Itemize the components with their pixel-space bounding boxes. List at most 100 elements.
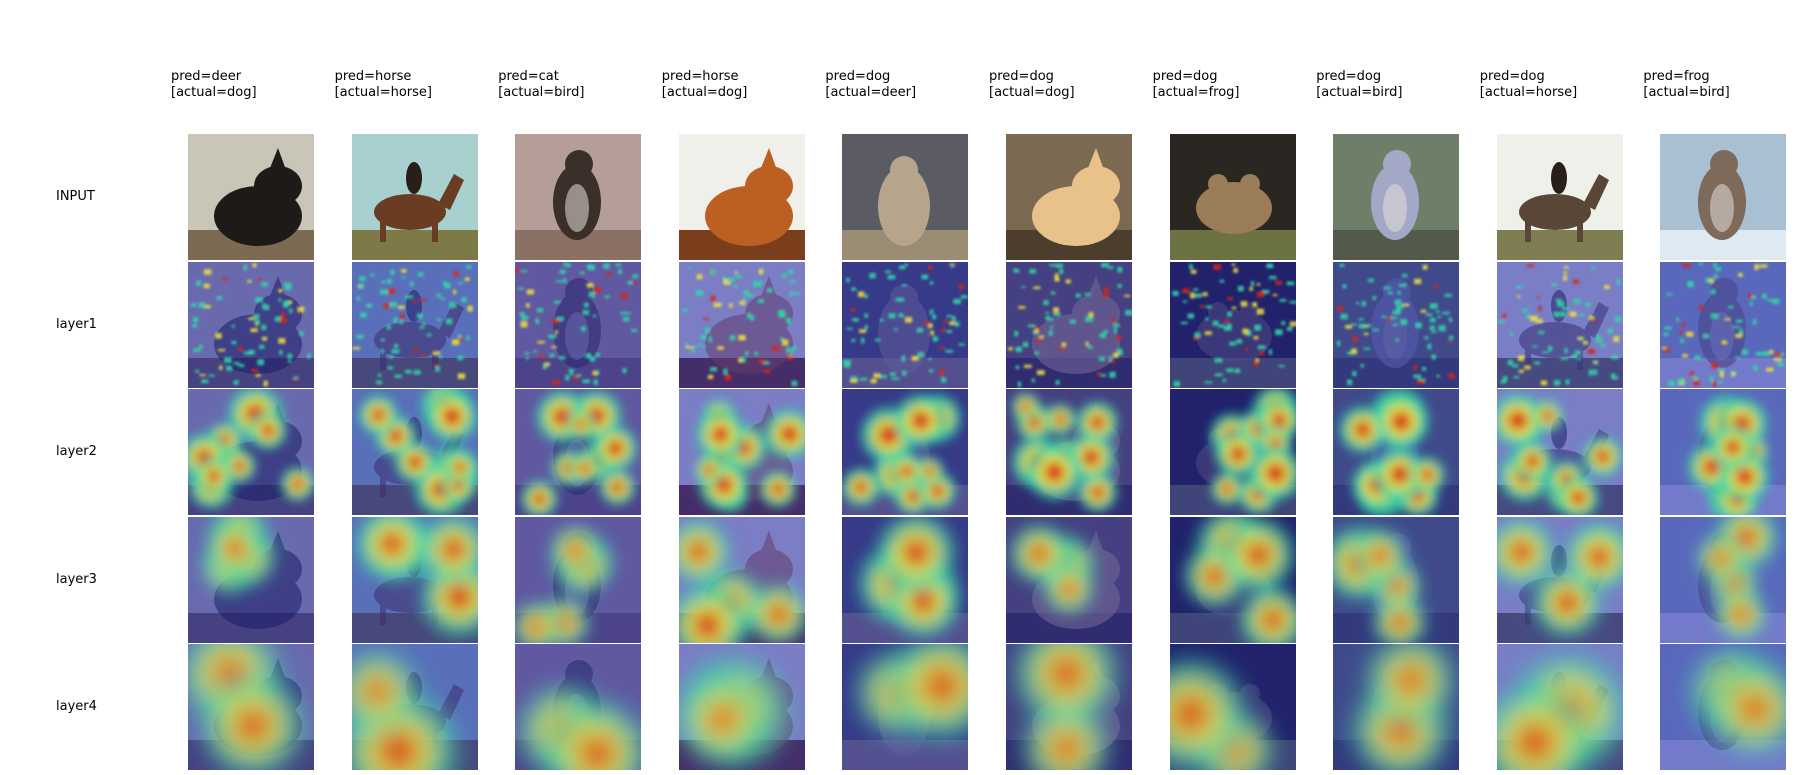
prediction-label: pred=horse <box>334 69 412 84</box>
heatmap-blobs <box>1209 389 1296 515</box>
heatmap-blobs <box>1339 389 1446 515</box>
input-image-col-8 <box>1333 134 1460 260</box>
heatmap-blobs <box>1496 656 1623 770</box>
layer2-heatmap-col-5 <box>842 389 969 515</box>
row-label-layer4: layer4 <box>56 699 97 714</box>
input-image-col-6 <box>1006 134 1132 260</box>
subject-dog <box>214 148 302 246</box>
actual-label: [actual=horse] <box>1479 85 1578 100</box>
input-image-col-5 <box>842 134 969 260</box>
heatmap-blobs <box>358 389 478 515</box>
heatmap-blobs <box>1496 518 1623 635</box>
heatmap-blobs <box>521 390 638 515</box>
input-image-col-7 <box>1169 134 1296 260</box>
subject-horse <box>1518 162 1609 242</box>
column-header-10: pred=frog [actual=bird] <box>1643 69 1729 101</box>
layer2-heatmap-col-8 <box>1333 389 1460 515</box>
prediction-label: pred=dog <box>1152 69 1218 84</box>
prediction-label: pred=horse <box>661 69 739 84</box>
heatmap-blobs <box>202 516 275 593</box>
subject-deer <box>878 156 931 246</box>
prediction-label: pred=cat <box>498 69 559 84</box>
actual-label: [actual=bird] <box>498 85 585 100</box>
layer2-heatmap-col-7 <box>1169 389 1296 515</box>
layer3-heatmap-col-7 <box>1169 516 1296 643</box>
heatmap-blobs <box>859 516 959 637</box>
row-label-input: INPUT <box>56 189 95 204</box>
layer3-heatmap-col-5 <box>842 516 969 643</box>
column-header-9: pred=dog [actual=horse] <box>1480 69 1577 101</box>
heatmap-blobs <box>843 262 968 383</box>
input-image-col-4 <box>678 134 805 260</box>
layer1-heatmap-col-1 <box>188 261 314 388</box>
prediction-label: pred=dog <box>825 69 891 84</box>
heatmap-blobs <box>1697 516 1778 639</box>
heatmap-blobs <box>1497 263 1622 386</box>
input-image-col-1 <box>188 134 314 260</box>
heatmap-blobs <box>352 264 473 384</box>
layer4-heatmap-col-2 <box>351 644 478 770</box>
layer3-heatmap-col-4 <box>678 516 805 643</box>
heatmap-blobs <box>678 658 786 766</box>
prediction-label: pred=dog <box>989 69 1054 84</box>
actual-label: [actual=dog] <box>171 85 257 100</box>
actual-label: [actual=bird] <box>1643 85 1730 100</box>
heatmap-blobs <box>1496 393 1623 515</box>
layer1-heatmap-col-10 <box>1660 261 1787 388</box>
actual-label: [actual=dog] <box>661 85 748 100</box>
input-image-col-9 <box>1496 134 1623 260</box>
prediction-label: pred=deer <box>171 69 242 84</box>
heatmap-blobs <box>1008 262 1132 387</box>
column-header-2: pred=horse [actual=horse] <box>335 69 432 101</box>
layer2-heatmap-col-9 <box>1496 389 1623 515</box>
heatmap-blobs <box>188 644 302 770</box>
heatmap-blobs <box>1662 262 1785 386</box>
layer4-heatmap-col-8 <box>1333 644 1460 770</box>
layer2-heatmap-col-2 <box>351 389 478 515</box>
heatmap-blobs <box>1693 649 1787 753</box>
heatmap-blobs <box>351 652 456 770</box>
layer3-heatmap-col-2 <box>351 516 478 643</box>
layer4-heatmap-col-5 <box>842 644 969 770</box>
heatmap-blobs <box>190 262 311 386</box>
column-header-3: pred=cat [actual=bird] <box>498 69 584 101</box>
heatmap-blobs <box>842 394 962 515</box>
heatmap-blobs <box>678 520 805 643</box>
layer2-heatmap-col-1 <box>188 389 314 515</box>
heatmap-blobs <box>858 644 969 738</box>
heatmap-blobs <box>1687 395 1771 515</box>
actual-label: [actual=frog] <box>1152 85 1240 100</box>
heatmap-blobs <box>515 526 613 643</box>
layer1-heatmap-col-7 <box>1169 261 1296 388</box>
subject-bird <box>1371 150 1420 240</box>
layer3-heatmap-col-8 <box>1333 516 1460 643</box>
layer3-heatmap-col-9 <box>1496 516 1623 643</box>
heatmap-blobs <box>1010 524 1095 613</box>
subject-bird <box>1698 150 1747 240</box>
heatmap-blobs <box>1333 526 1426 643</box>
row-label-layer2: layer2 <box>56 444 97 459</box>
layer2-heatmap-col-6 <box>1006 389 1132 515</box>
actual-label: [actual=deer] <box>825 85 917 100</box>
column-header-1: pred=deer [actual=dog] <box>171 69 257 101</box>
heatmap-blobs <box>520 687 642 770</box>
input-image-col-10 <box>1660 134 1787 260</box>
layer1-heatmap-col-3 <box>515 261 642 388</box>
heatmap-blobs <box>188 389 314 509</box>
actual-label: [actual=dog] <box>989 85 1075 100</box>
subject-dog <box>704 148 793 246</box>
layer1-heatmap-col-9 <box>1496 261 1623 388</box>
layer3-heatmap-col-3 <box>515 516 642 643</box>
heatmap-blobs <box>1184 516 1296 643</box>
column-header-8: pred=dog [actual=bird] <box>1316 69 1402 101</box>
subject-bird <box>553 150 602 240</box>
layer4-heatmap-col-9 <box>1496 644 1623 770</box>
input-image-col-2 <box>351 134 478 260</box>
layer1-heatmap-col-4 <box>678 261 805 388</box>
layer4-heatmap-col-3 <box>515 644 642 770</box>
heatmap-blobs <box>1354 644 1454 770</box>
layer1-heatmap-col-6 <box>1006 261 1132 388</box>
input-image-col-3 <box>515 134 642 260</box>
row-label-layer1: layer1 <box>56 316 97 332</box>
